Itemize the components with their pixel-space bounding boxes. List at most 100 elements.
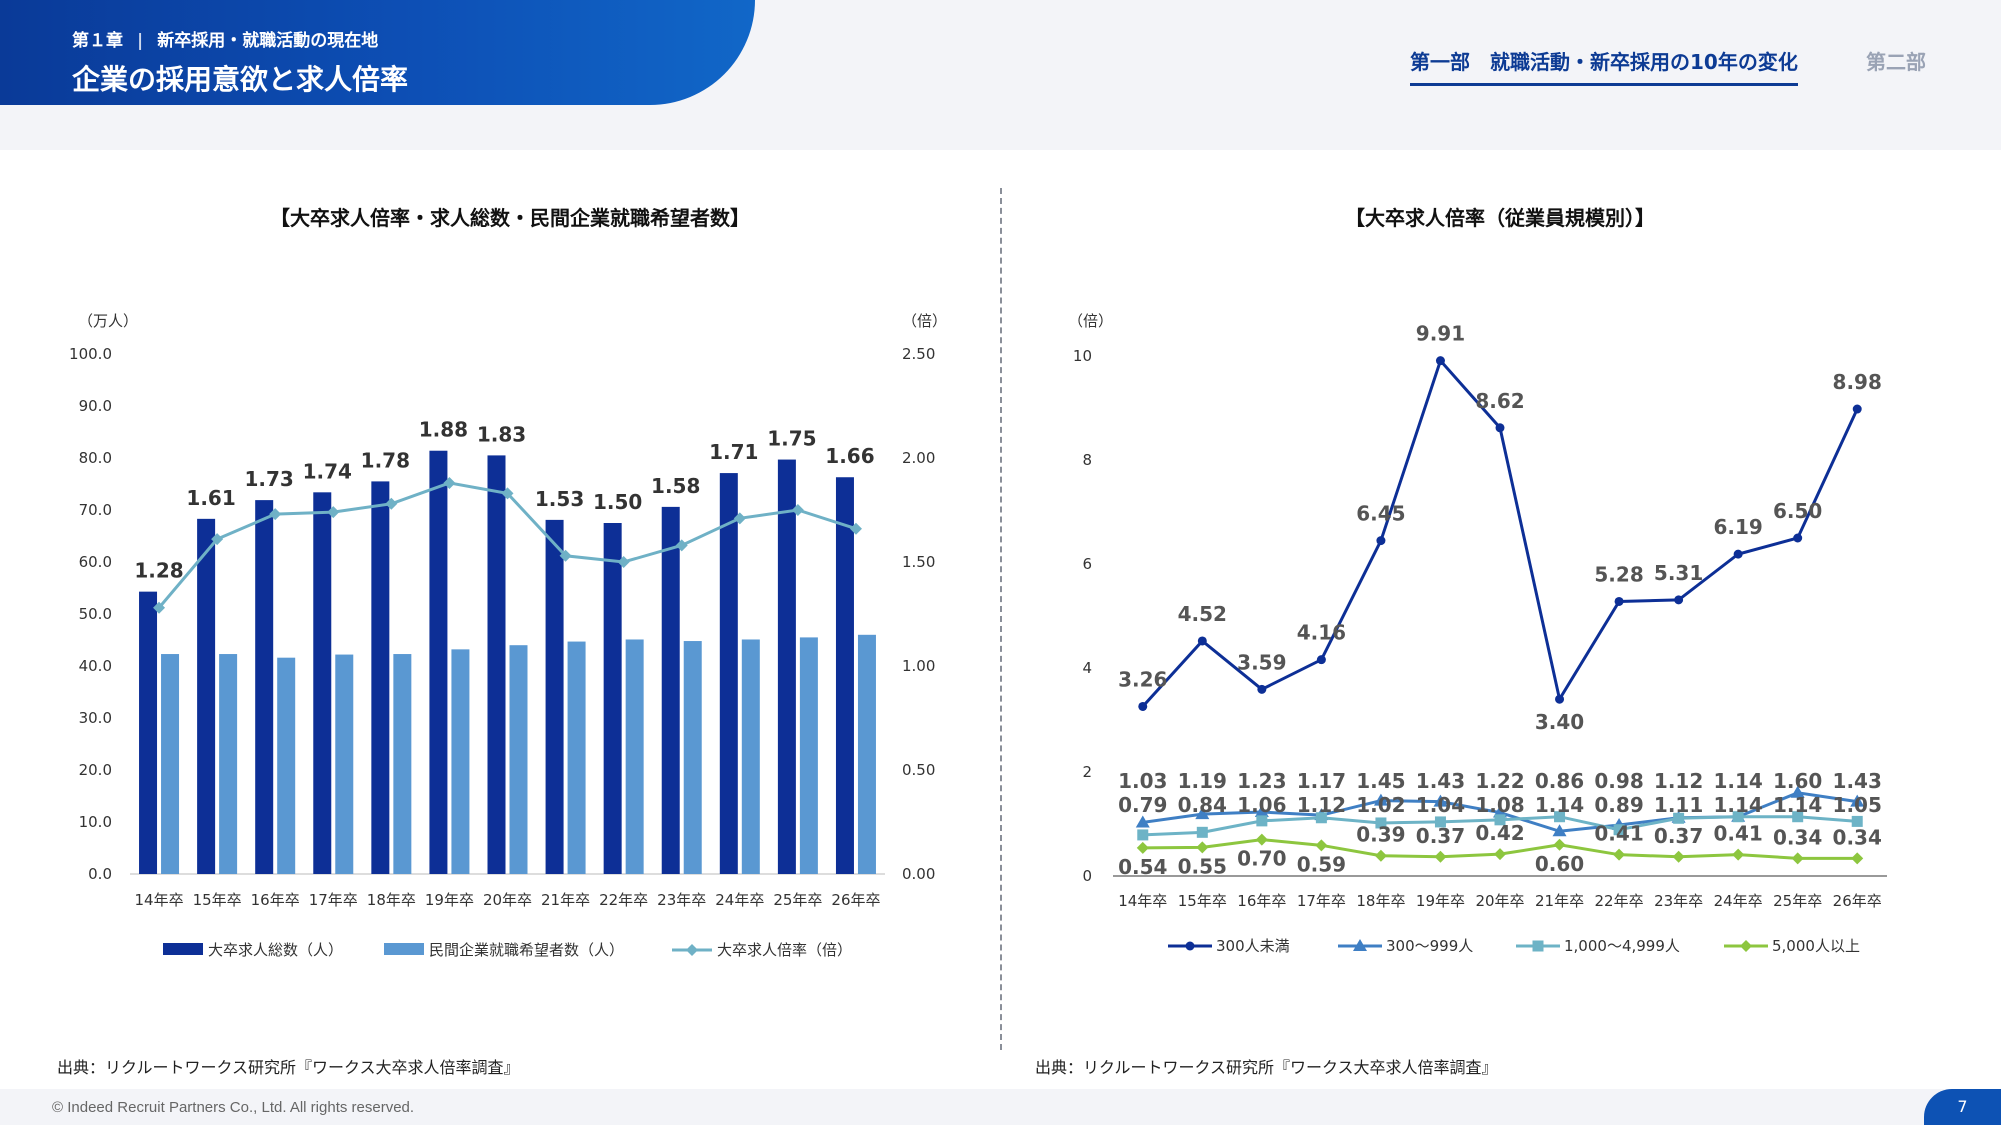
series-under-300-point [1674, 595, 1684, 605]
series-1000-4999-point [1137, 829, 1149, 841]
chart-divider [1000, 188, 1002, 1050]
ratio-point [327, 506, 340, 519]
1000-4999-data-label: 1.02 [1356, 793, 1405, 817]
1000-4999-data-label: 0.84 [1178, 793, 1227, 817]
300-999-data-label: 1.43 [1833, 769, 1882, 793]
series-under-300-point [1614, 596, 1624, 606]
x-tick-label: 20年卒 [1475, 892, 1524, 910]
y-tick-label: 10 [1073, 347, 1092, 365]
ratio-data-label: 1.71 [709, 440, 758, 464]
nav-tab-part2[interactable]: 第二部 [1866, 50, 1926, 74]
series-under-300-point [1852, 404, 1862, 414]
job-openings-bar [545, 519, 564, 874]
series-1000-4999-point [1375, 817, 1387, 829]
legend-marker [1532, 940, 1544, 952]
series-1000-4999-point [1792, 811, 1804, 823]
under-300-data-label: 3.59 [1237, 650, 1286, 674]
job-seekers-bar [741, 639, 760, 874]
legend-label: 5,000人以上 [1772, 937, 1860, 955]
x-tick-label: 22年卒 [599, 891, 648, 909]
series-1000-4999-point [1613, 824, 1625, 836]
job-openings-bar [429, 450, 448, 874]
ratio-data-label: 1.58 [651, 474, 700, 498]
job-seekers-bar [161, 654, 180, 874]
5000-plus-data-label: 0.70 [1237, 847, 1286, 871]
ratio-point [849, 522, 862, 535]
series-5000-plus-point [1136, 841, 1149, 854]
x-tick-label: 17年卒 [1297, 892, 1346, 910]
job-openings-bar [139, 591, 158, 874]
series-300-999-point [1135, 815, 1150, 828]
series-under-300-point [1733, 549, 1743, 559]
right-y-axis-title: （倍） [902, 312, 947, 330]
series-1000-4999-point [1315, 812, 1327, 824]
1000-4999-data-label: 1.05 [1833, 793, 1882, 817]
under-300-data-label: 6.50 [1773, 499, 1822, 523]
series-under-300-point [1138, 701, 1148, 711]
x-tick-label: 24年卒 [1714, 892, 1763, 910]
series-1000-4999-point [1851, 815, 1863, 827]
series-300-999-point [1433, 794, 1448, 807]
legend-label: 民間企業就職希望者数（人） [429, 941, 624, 959]
ratio-data-label: 1.74 [303, 459, 352, 483]
series-under-300-point [1197, 636, 1207, 646]
under-300-data-label: 4.52 [1178, 602, 1227, 626]
300-999-data-label: 1.03 [1118, 769, 1167, 793]
ratio-data-label: 1.78 [361, 448, 410, 472]
5000-plus-data-label: 0.37 [1416, 824, 1465, 848]
series-5000-plus-point [1196, 841, 1209, 854]
ratio-data-label: 1.50 [593, 490, 642, 514]
1000-4999-data-label: 1.14 [1773, 793, 1822, 817]
5000-plus-data-label: 0.54 [1118, 855, 1167, 879]
nav-tab-part1[interactable]: 第一部 就職活動・新卒採用の10年の変化 [1410, 46, 1798, 86]
legend-marker [1185, 941, 1195, 951]
y-tick-label: 0 [1082, 867, 1092, 885]
300-999-data-label: 1.19 [1178, 769, 1227, 793]
under-300-data-label: 5.28 [1594, 562, 1643, 586]
right-y-tick-label: 0.50 [902, 761, 935, 779]
series-1000-4999-point [1554, 811, 1566, 823]
under-300-data-label: 8.62 [1475, 389, 1524, 413]
1000-4999-data-label: 1.06 [1237, 793, 1286, 817]
ratio-point [675, 539, 688, 552]
x-tick-label: 16年卒 [251, 891, 300, 909]
5000-plus-data-label: 0.55 [1178, 854, 1227, 878]
x-tick-label: 18年卒 [367, 891, 416, 909]
1000-4999-data-label: 1.14 [1535, 793, 1584, 817]
legend-label: 大卒求人総数（人） [208, 941, 343, 959]
series-1000-4999-point [1256, 815, 1268, 827]
y-tick-label: 6 [1082, 555, 1092, 573]
5000-plus-data-label: 0.41 [1713, 822, 1762, 846]
left-y-tick-label: 10.0 [79, 813, 112, 831]
ratio-point [501, 487, 514, 500]
1000-4999-data-label: 1.08 [1475, 793, 1524, 817]
job-openings-bar [603, 523, 622, 874]
left-y-tick-label: 20.0 [79, 761, 112, 779]
right-y-tick-label: 1.50 [902, 553, 935, 571]
300-999-data-label: 1.43 [1416, 769, 1465, 793]
x-tick-label: 23年卒 [1654, 892, 1703, 910]
job-seekers-bar [857, 634, 876, 874]
series-under-300-point [1316, 655, 1326, 665]
x-tick-label: 16年卒 [1237, 892, 1286, 910]
under-300-data-label: 3.26 [1118, 667, 1167, 691]
ratio-data-label: 1.73 [245, 467, 294, 491]
x-tick-label: 25年卒 [773, 891, 822, 909]
title-banner [0, 0, 755, 105]
under-300-data-label: 4.16 [1297, 621, 1346, 645]
300-999-data-label: 1.12 [1654, 769, 1703, 793]
under-300-data-label: 5.31 [1654, 561, 1703, 585]
ratio-point [443, 476, 456, 489]
ratio-data-label: 1.83 [477, 422, 526, 446]
300-999-data-label: 1.23 [1237, 769, 1286, 793]
y-tick-label: 2 [1082, 763, 1092, 781]
ratio-data-label: 1.53 [535, 487, 584, 511]
legend-label: 300人未満 [1216, 937, 1290, 955]
page-title: 企業の採用意欲と求人倍率 [72, 63, 409, 96]
series-300-999-point [1373, 793, 1388, 806]
legend-marker [686, 944, 698, 956]
series-5000-plus-point [1851, 852, 1864, 865]
page-number: 7 [1924, 1089, 2001, 1125]
right-y-tick-label: 2.50 [902, 345, 935, 363]
